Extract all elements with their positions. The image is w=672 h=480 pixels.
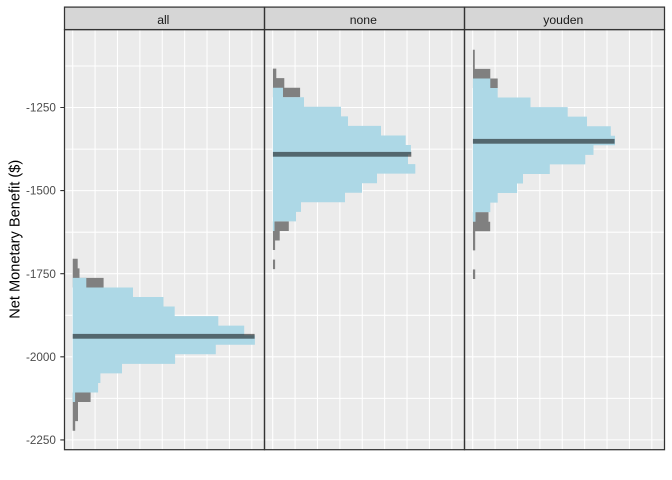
svg-text:-2000: -2000 [26, 351, 56, 364]
svg-text:youden: youden [543, 13, 583, 27]
svg-text:none: none [350, 13, 377, 27]
svg-text:-1500: -1500 [26, 185, 56, 198]
svg-text:-1750: -1750 [26, 268, 56, 281]
svg-text:all: all [157, 13, 169, 27]
svg-text:-2250: -2250 [26, 434, 56, 447]
svg-text:Net Monetary Benefit ($): Net Monetary Benefit ($) [8, 160, 24, 319]
svg-text:-1250: -1250 [26, 102, 56, 115]
